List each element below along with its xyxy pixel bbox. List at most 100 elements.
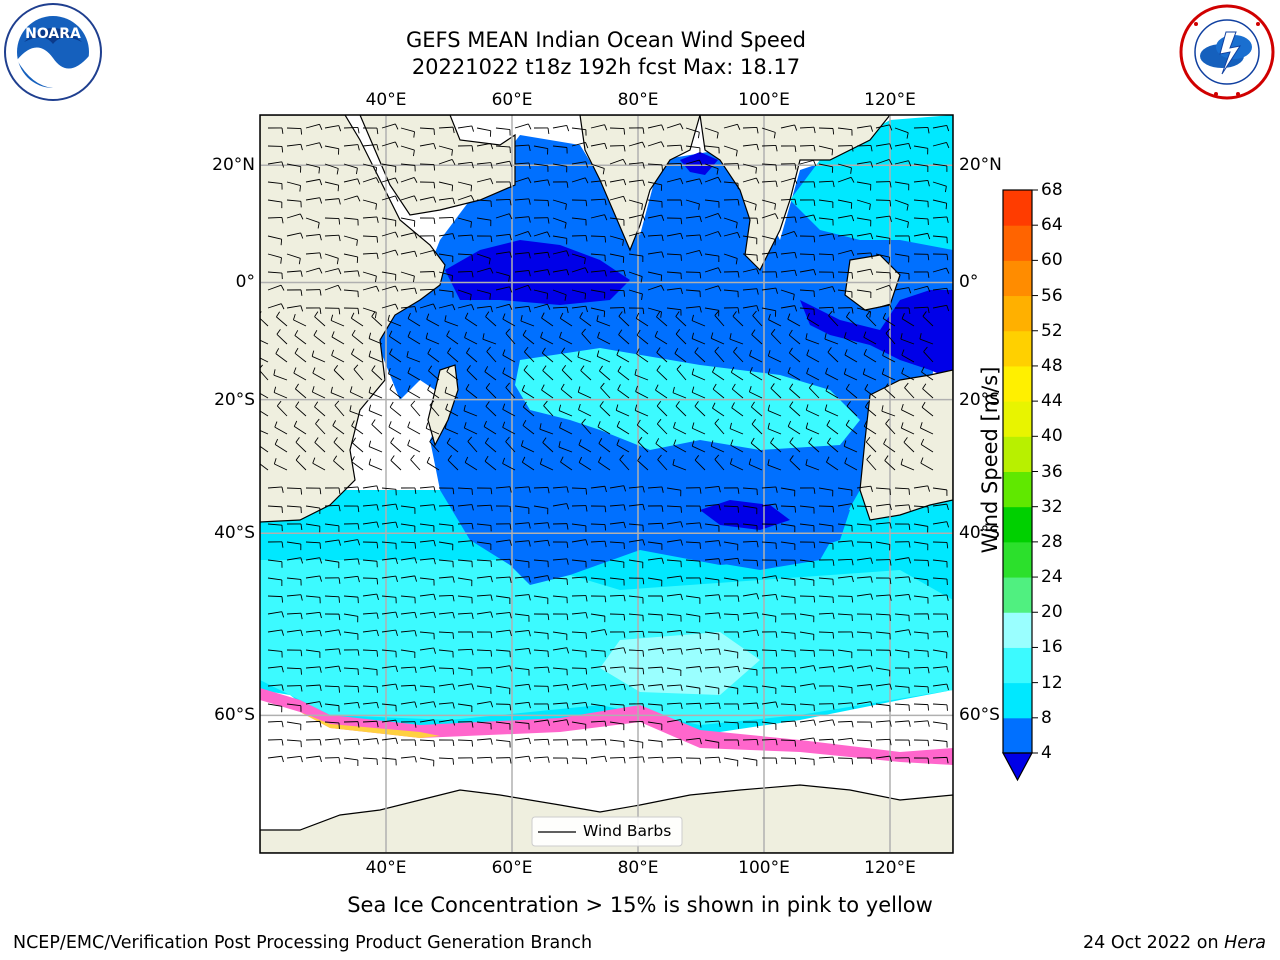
wind-barb bbox=[521, 456, 535, 471]
wind-barb bbox=[685, 234, 702, 241]
wind-barb bbox=[400, 195, 418, 202]
wind-barb bbox=[539, 423, 554, 435]
wind-barb bbox=[913, 271, 930, 278]
wind-barb bbox=[894, 235, 911, 242]
wind-barb bbox=[761, 631, 778, 638]
wind-barb bbox=[580, 365, 592, 381]
wind-barb bbox=[552, 541, 569, 549]
wind-barb bbox=[305, 142, 323, 149]
wind-barb bbox=[457, 703, 473, 713]
colorbar-tick-label: 8 bbox=[1041, 707, 1052, 728]
wind-barb bbox=[666, 738, 683, 746]
wind-barb bbox=[514, 613, 530, 622]
wind-barb bbox=[381, 163, 397, 173]
wind-barb bbox=[723, 685, 739, 695]
wind-barb bbox=[267, 739, 284, 746]
wind-barb bbox=[514, 486, 531, 493]
wind-barb bbox=[514, 123, 532, 130]
wind-barb bbox=[571, 612, 588, 619]
wind-barb bbox=[704, 523, 720, 532]
wind-barb bbox=[628, 289, 643, 300]
wind-barb bbox=[617, 384, 630, 399]
wind-barb bbox=[932, 541, 949, 549]
wind-barb bbox=[711, 366, 725, 381]
wind-barb bbox=[761, 649, 778, 657]
wind-barb bbox=[571, 217, 587, 226]
wind-barb bbox=[295, 455, 307, 471]
wind-barb bbox=[704, 558, 721, 565]
wind-barb bbox=[274, 421, 288, 435]
wind-barb bbox=[429, 400, 440, 417]
wind-barb bbox=[666, 684, 683, 691]
wind-barb bbox=[305, 523, 321, 533]
wind-barb bbox=[628, 756, 645, 763]
wind-barb bbox=[635, 312, 649, 327]
wind-barb bbox=[533, 163, 549, 172]
wind-barb bbox=[856, 684, 873, 691]
wind-barb bbox=[407, 439, 421, 453]
wind-barb bbox=[533, 539, 550, 547]
wind-barb bbox=[286, 270, 303, 277]
wind-barb bbox=[438, 649, 454, 658]
wind-barb bbox=[590, 629, 608, 636]
wind-barb bbox=[314, 401, 326, 417]
wind-barb bbox=[901, 367, 915, 381]
wind-barb bbox=[894, 720, 911, 727]
wind-barb bbox=[444, 422, 459, 435]
wind-barb bbox=[294, 383, 307, 399]
wind-barb bbox=[276, 400, 288, 417]
wind-barb bbox=[552, 503, 570, 510]
wind-barb bbox=[780, 305, 798, 312]
wind-barb bbox=[260, 392, 269, 399]
wind-barb bbox=[767, 404, 782, 417]
wind-barb bbox=[559, 312, 573, 327]
wind-barb bbox=[723, 487, 740, 494]
wind-barb bbox=[286, 721, 302, 731]
wind-barb bbox=[837, 503, 855, 510]
wind-barb bbox=[780, 613, 797, 620]
wind-barb bbox=[742, 577, 759, 584]
wind-barb bbox=[514, 231, 532, 238]
wind-barb bbox=[723, 613, 739, 621]
wind-barb bbox=[685, 685, 701, 695]
wind-barb bbox=[533, 559, 549, 568]
wind-barb bbox=[731, 383, 744, 399]
wind-barb bbox=[419, 288, 436, 296]
wind-barb bbox=[666, 217, 683, 225]
wind-barb bbox=[618, 329, 630, 345]
wind-barb bbox=[787, 420, 801, 435]
wind-barb bbox=[495, 271, 510, 282]
wind-barb bbox=[666, 307, 682, 316]
wind-barb bbox=[856, 161, 874, 168]
wind-barb bbox=[419, 303, 437, 310]
wind-barb bbox=[875, 703, 891, 712]
wind-barb bbox=[704, 577, 720, 586]
wind-barb bbox=[362, 720, 379, 728]
wind-barb bbox=[846, 311, 858, 327]
wind-barb bbox=[390, 437, 402, 453]
wind-barb bbox=[476, 523, 492, 532]
wind-barb bbox=[761, 523, 778, 531]
wind-barb bbox=[324, 559, 340, 569]
wind-barb bbox=[742, 268, 760, 275]
wind-barb bbox=[628, 683, 645, 691]
wind-barb bbox=[552, 217, 567, 229]
wind-barb bbox=[742, 253, 758, 262]
wind-barb bbox=[467, 436, 478, 453]
wind-barb bbox=[647, 756, 664, 764]
wind-barb bbox=[932, 487, 948, 496]
wind-barb bbox=[362, 577, 379, 585]
wind-barb bbox=[723, 199, 740, 206]
wind-barb bbox=[305, 701, 323, 708]
wind-barb bbox=[609, 145, 626, 152]
wind-barb bbox=[799, 541, 816, 549]
wind-barb bbox=[267, 253, 282, 264]
wind-barb bbox=[712, 402, 725, 417]
wind-barb bbox=[483, 420, 497, 435]
wind-barb bbox=[362, 593, 379, 600]
wind-barb bbox=[495, 251, 513, 258]
wind-barb bbox=[894, 557, 912, 564]
wind-barb bbox=[324, 284, 342, 291]
wind-barb bbox=[770, 437, 782, 453]
wind-barb bbox=[541, 347, 554, 363]
